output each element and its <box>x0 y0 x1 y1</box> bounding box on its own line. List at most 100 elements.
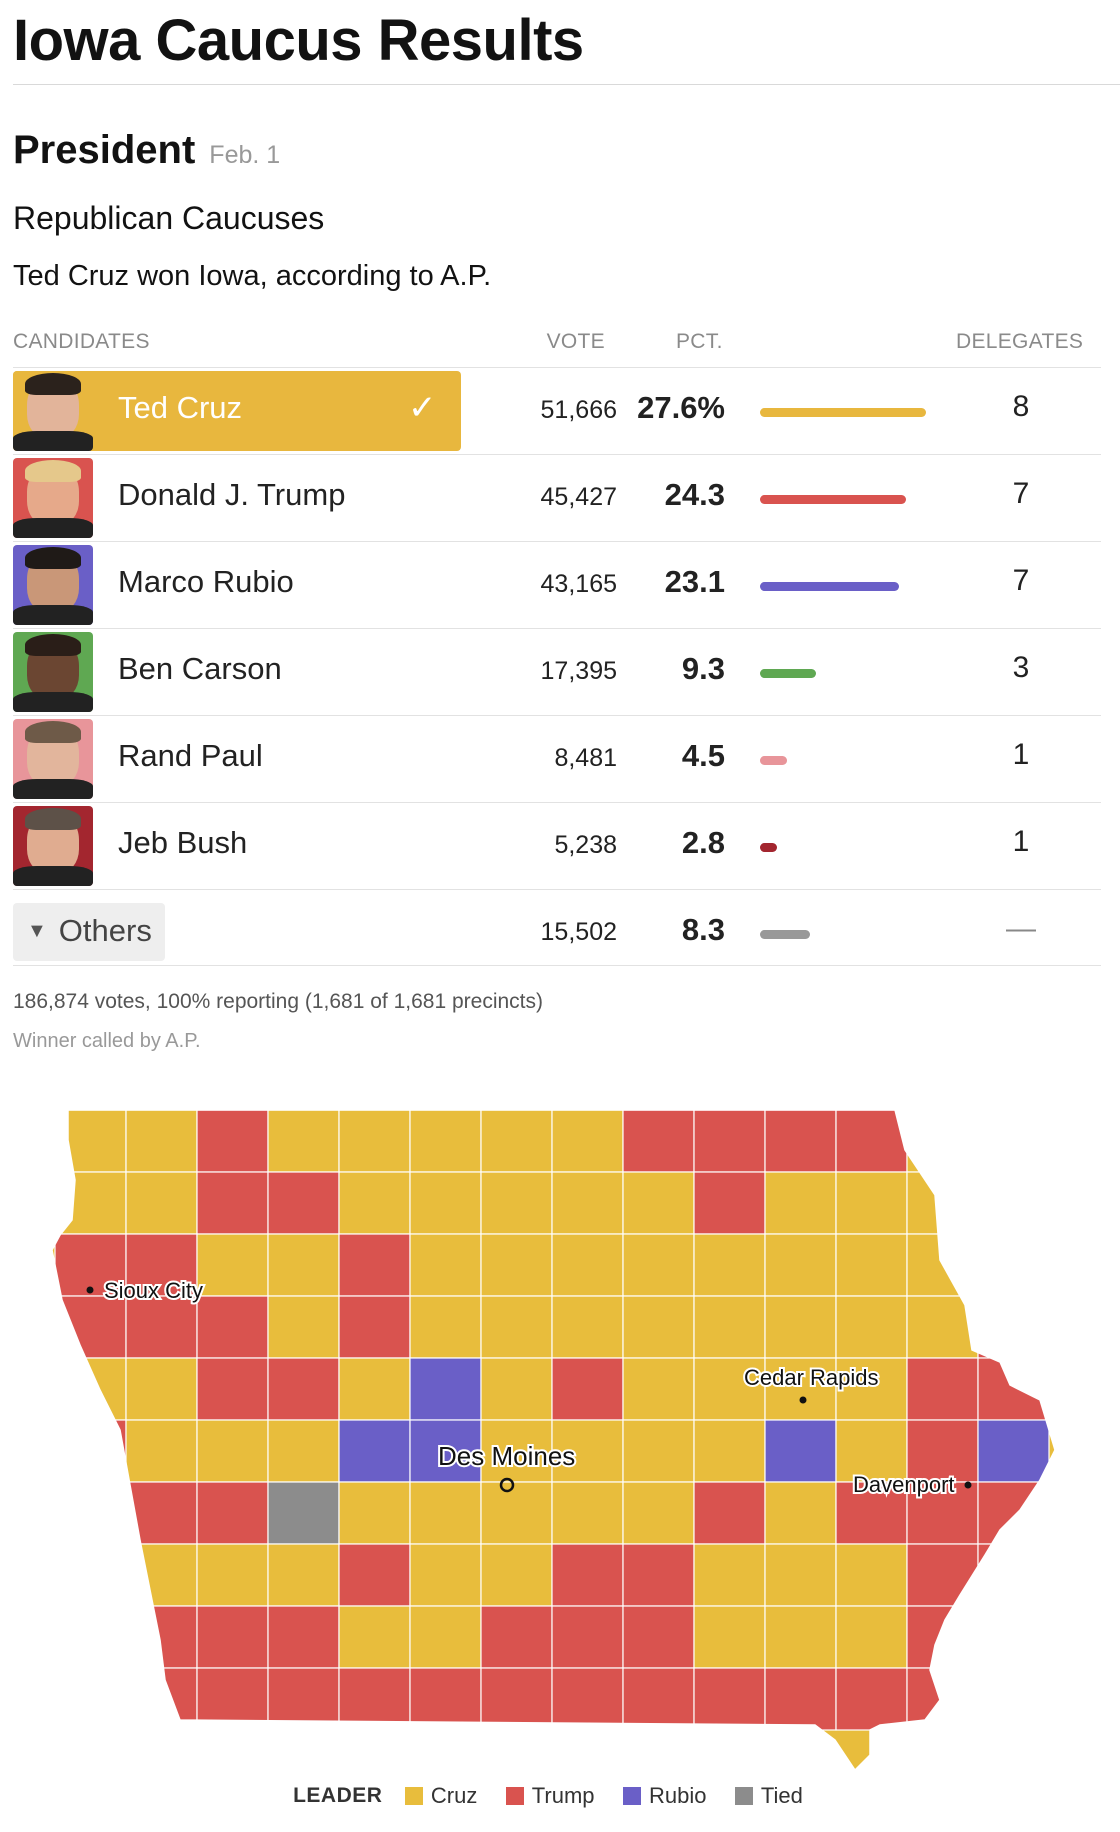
county-cell <box>977 1357 1050 1421</box>
county-cell <box>622 1233 695 1297</box>
county-cell <box>835 1233 908 1297</box>
row-divider <box>13 454 1101 455</box>
check-icon: ✓ <box>408 389 437 427</box>
candidate-name: Rand Paul <box>118 738 263 773</box>
county-cell <box>622 1605 695 1669</box>
county-cell <box>125 1481 198 1545</box>
table-row-carson[interactable]: Ben Carson 17,395 9.3 3 <box>13 629 1101 715</box>
county-cell <box>977 1605 1050 1669</box>
table-row-cruz[interactable]: Ted Cruz ✓ 51,666 27.6% 8 <box>13 368 1101 454</box>
county-cell <box>693 1543 766 1607</box>
county-cell <box>764 1419 837 1483</box>
county-cell <box>551 1295 624 1359</box>
delegate-count: 8 <box>1012 390 1030 423</box>
county-cell <box>693 1171 766 1235</box>
percent-bar <box>760 495 906 504</box>
county-cell <box>835 1295 908 1359</box>
county-cell <box>764 1295 837 1359</box>
county-cell <box>551 1233 624 1297</box>
race-date: Feb. 1 <box>209 141 281 169</box>
table-row-trump[interactable]: Donald J. Trump 45,427 24.3 7 <box>13 455 1101 541</box>
candidate-photo <box>13 458 93 538</box>
county-cell <box>906 1419 979 1483</box>
county-cell <box>125 1543 198 1607</box>
percent-bar <box>760 669 816 678</box>
county-cell <box>54 1171 127 1235</box>
county-cell <box>409 1233 482 1297</box>
county-cell <box>764 1605 837 1669</box>
delegate-count: 1 <box>1012 738 1030 771</box>
county-cell <box>480 1295 553 1359</box>
others-toggle-button[interactable]: ▼ Others <box>13 903 165 961</box>
percent-bar-track <box>760 495 940 504</box>
county-cell <box>551 1481 624 1545</box>
county-cell <box>693 1667 766 1731</box>
legend-swatch <box>734 1787 753 1805</box>
county-cell <box>764 1233 837 1297</box>
table-row-paul[interactable]: Rand Paul 8,481 4.5 1 <box>13 716 1101 802</box>
county-cell <box>906 1110 979 1173</box>
county-cell <box>196 1110 269 1173</box>
county-cell <box>480 1605 553 1669</box>
delegate-count: — <box>1006 912 1036 945</box>
county-cell <box>977 1295 1050 1359</box>
county-cell <box>267 1357 340 1421</box>
vote-count: 45,427 <box>540 483 617 511</box>
county-cell <box>551 1357 624 1421</box>
winner-called-note: Winner called by A.P. <box>13 1030 201 1052</box>
row-divider <box>13 715 1101 716</box>
legend-label: Cruz <box>430 1783 478 1808</box>
county-cell <box>409 1357 482 1421</box>
legend-item-rubio: Rubio <box>622 1783 706 1809</box>
county-cell <box>693 1295 766 1359</box>
vote-percent: 24.3 <box>664 477 725 512</box>
vote-percent: 27.6% <box>637 390 725 425</box>
vote-count: 17,395 <box>540 657 617 685</box>
county-cell <box>906 1481 979 1545</box>
percent-bar <box>760 582 899 591</box>
county-cell <box>338 1171 411 1235</box>
vote-percent: 8.3 <box>681 912 725 947</box>
vote-count: 15,502 <box>540 918 617 946</box>
candidate-name: Donald J. Trump <box>118 477 346 512</box>
county-cell <box>338 1481 411 1545</box>
county-cell <box>906 1357 979 1421</box>
county-cell <box>693 1110 766 1173</box>
county-cell <box>267 1605 340 1669</box>
county-cell <box>125 1605 198 1669</box>
table-row-rubio[interactable]: Marco Rubio 43,165 23.1 7 <box>13 542 1101 628</box>
candidate-photo <box>13 719 93 799</box>
candidate-name: Marco Rubio <box>118 564 294 599</box>
county-cell <box>125 1171 198 1235</box>
county-cell <box>480 1667 553 1731</box>
state-outline <box>51 1109 1056 1772</box>
county-cell <box>906 1295 979 1359</box>
city-label: Davenport <box>853 1472 955 1497</box>
county-cell <box>906 1605 979 1669</box>
county-cell <box>480 1110 553 1173</box>
county-cell <box>764 1110 837 1173</box>
percent-bar-track <box>760 408 940 417</box>
county-cell <box>622 1295 695 1359</box>
county-cell <box>196 1419 269 1483</box>
iowa-county-map: Sioux City Cedar Rapids Des Moines Daven… <box>51 1109 1056 1772</box>
county-cell <box>196 1295 269 1359</box>
county-cell <box>835 1357 908 1421</box>
percent-bar <box>760 756 787 765</box>
legend-item-trump: Trump <box>505 1783 595 1809</box>
county-cell <box>480 1171 553 1235</box>
percent-bar <box>760 843 777 852</box>
percent-bar <box>760 930 810 939</box>
county-cell <box>764 1171 837 1235</box>
legend-label: Trump <box>531 1783 595 1808</box>
percent-bar-track <box>760 582 940 591</box>
county-cell <box>551 1667 624 1731</box>
header-pct: PCT. <box>676 330 723 353</box>
header-candidates: CANDIDATES <box>13 330 150 353</box>
vote-count: 5,238 <box>554 831 617 859</box>
city-cedar-rapids: Cedar Rapids <box>742 1363 881 1404</box>
county-cell <box>622 1110 695 1173</box>
table-row-bush[interactable]: Jeb Bush 5,238 2.8 1 <box>13 803 1101 889</box>
county-cell <box>480 1233 553 1297</box>
county-cell <box>551 1605 624 1669</box>
